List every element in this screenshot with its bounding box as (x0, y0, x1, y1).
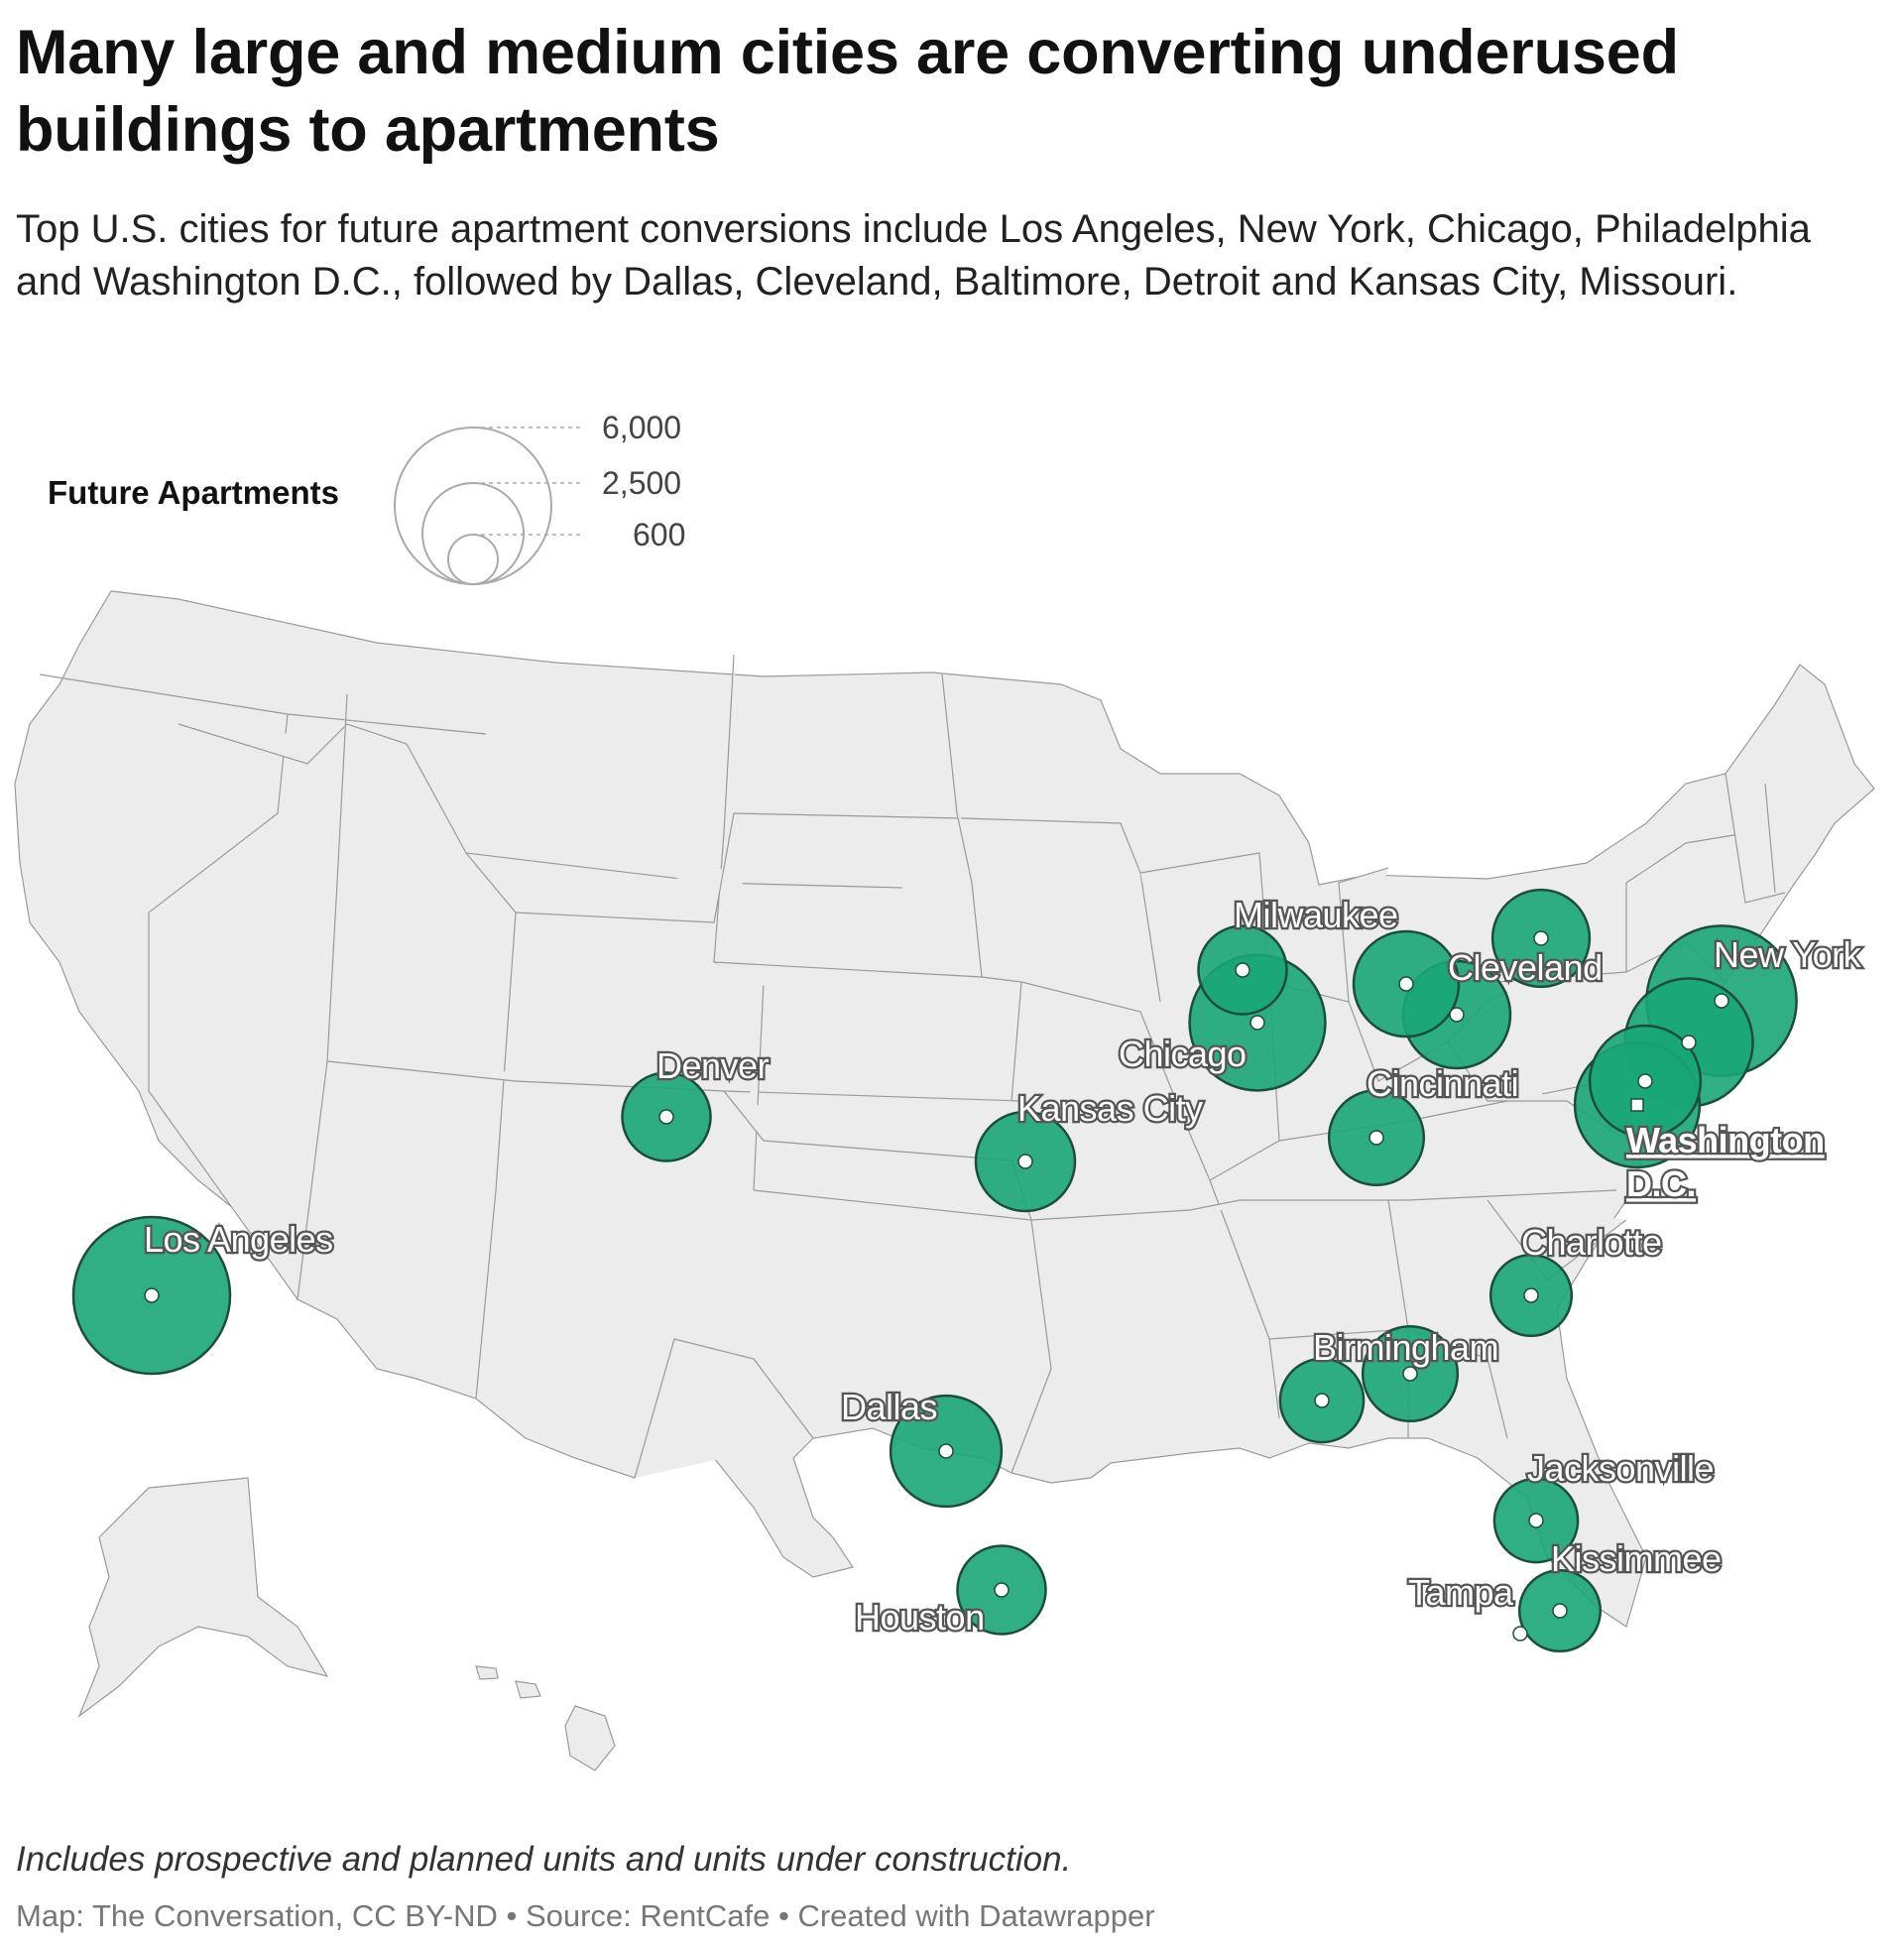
city-marker-cleveland (1449, 1007, 1465, 1023)
city-marker-los-angeles (144, 1287, 160, 1303)
size-legend: Future Apartments 6,000 2,500 600 (40, 407, 714, 595)
city-label-los-angeles: Los Angeles (144, 1219, 333, 1260)
city-marker-houston (994, 1582, 1010, 1598)
city-marker-jacksonville (1528, 1513, 1544, 1528)
state-border (1020, 981, 1280, 1419)
us-map: Los Angeles New York Chicago Washington D.C.… (14, 590, 1875, 1771)
city-marker-new-york (1714, 993, 1729, 1009)
city-label-denver: Denver (656, 1045, 770, 1086)
state-border (753, 1189, 1052, 1474)
state-border (465, 852, 517, 1400)
city-label-houston: Houston (855, 1597, 985, 1638)
city-label-washington-d-c: Washington D.C. (1626, 1120, 1825, 1204)
city-label-kissimmee: Kissimmee (1551, 1538, 1722, 1579)
state-border (713, 961, 1022, 1102)
city-marker-kansas-city (1017, 1154, 1033, 1169)
state-borders (39, 654, 1786, 1479)
city-marker-chicago (1250, 1015, 1265, 1031)
city-marker-charlotte (1523, 1287, 1539, 1303)
city-marker-washington-d-c (1630, 1098, 1644, 1112)
state-border (148, 713, 298, 1300)
city-marker-tampa (1512, 1626, 1528, 1642)
chart-note: Includes prospective and planned units a… (16, 1840, 1072, 1879)
city-label-chicago: Chicago (1119, 1034, 1247, 1074)
city-marker-dallas (938, 1443, 954, 1459)
city-marker-milwaukee (1235, 962, 1250, 978)
city-marker-cincinnati (1368, 1130, 1384, 1146)
state-border (1338, 867, 1389, 1003)
state-border (515, 812, 963, 923)
state-border (297, 693, 348, 1300)
chart-credits: Map: The Conversation, CC BY-ND • Source… (16, 1898, 1155, 1933)
state-border (1725, 773, 1786, 904)
state-border (1030, 1189, 1617, 1221)
legend-title: Future Apartments (48, 474, 339, 511)
city-label-new-york: New York (1714, 934, 1862, 975)
label-layer: Los Angeles New York Chicago Washington D.C.… (142, 893, 1864, 1642)
city-marker-baltimore (1637, 1073, 1653, 1089)
city-label-milwaukee: Milwaukee (1234, 895, 1398, 935)
hawaii-shape (475, 1665, 499, 1680)
chart-subtitle: Top U.S. cities for future apartment con… (16, 207, 1811, 304)
state-border (634, 1338, 814, 1479)
hawaii-shape (515, 1680, 541, 1699)
chart-title: Many large and medium cities are convert… (16, 18, 1679, 165)
city-marker-denver (658, 1109, 674, 1125)
legend-circles: 6,000 2,500 600 (394, 410, 685, 585)
state-border (961, 817, 1161, 1003)
state-border (1625, 832, 1746, 972)
city-label-dallas: Dallas (841, 1387, 937, 1427)
state-border (941, 673, 983, 978)
city-marker-atlanta (1402, 1366, 1418, 1382)
hawaii-shape (564, 1705, 616, 1771)
city-marker-kissimmee (1552, 1603, 1568, 1619)
legend-value-small: 600 (633, 517, 685, 552)
city-marker-pittsburgh (1533, 930, 1549, 946)
state-border (1764, 783, 1776, 894)
city-label-charlotte: Charlotte (1521, 1222, 1662, 1263)
state-border (178, 723, 408, 765)
city-label-cincinnati: Cincinnati (1367, 1063, 1518, 1104)
alaska-shape (77, 1477, 329, 1718)
city-marker-birmingham (1314, 1393, 1330, 1408)
city-label-cleveland: Cleveland (1448, 947, 1603, 988)
legend-value-medium: 2,500 (602, 465, 681, 501)
legend-value-large: 6,000 (602, 410, 681, 445)
city-label-kansas-city: Kansas City (1017, 1088, 1203, 1129)
legend-circle-small (447, 534, 499, 585)
city-label-birmingham: Birmingham (1313, 1327, 1498, 1368)
city-label-tampa: Tampa (1408, 1572, 1514, 1613)
legend-circle-large (394, 427, 552, 585)
city-marker-detroit (1398, 976, 1414, 992)
city-marker-philadelphia (1681, 1035, 1697, 1050)
city-label-jacksonville: Jacksonville (1527, 1448, 1714, 1489)
